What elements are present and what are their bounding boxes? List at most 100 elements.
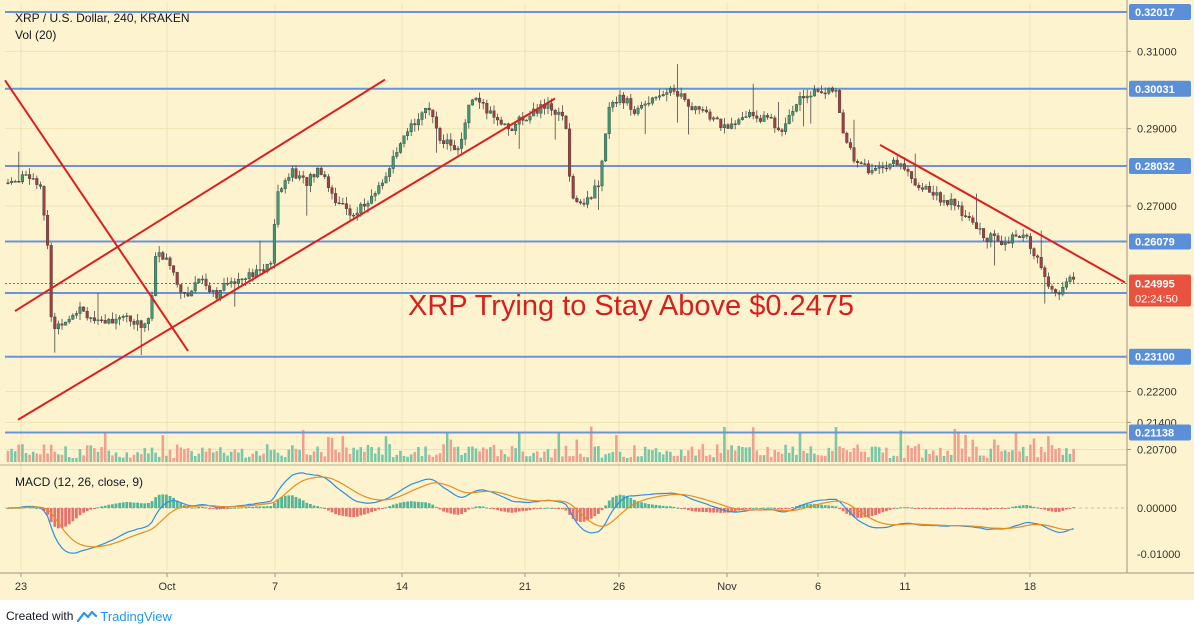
candle-body [197,278,201,283]
volume-bar [1029,444,1032,462]
macd-histogram-bar [85,508,89,512]
candle-body [344,203,348,209]
macd-histogram-bar [528,508,532,511]
candle-body [172,265,176,273]
time-tick-label: 26 [613,581,625,593]
candle-body [971,217,975,223]
volume-bar [345,447,348,462]
macd-histogram-bar [607,500,611,509]
volume-bar [622,456,625,462]
volume-bar [456,446,460,462]
macd-histogram-bar [600,508,604,511]
macd-histogram-bar [93,508,96,510]
macd-histogram-bar [305,502,309,509]
chart-area[interactable]: 0.31000 0.29000 0.27000 0.22200 0.21400 0.207… [0,0,1194,600]
candle-body [780,129,784,132]
candle-body [679,93,683,97]
candle-body [676,91,680,97]
candle-body [755,115,759,119]
macd-histogram-bar [463,508,467,513]
candle-body [636,107,640,114]
volume-bar [330,437,334,462]
macd-histogram-bar [57,508,60,529]
candle-body [575,197,579,202]
volume-bar [143,448,147,462]
candle-body [582,202,586,205]
volume-bar [449,439,453,462]
macd-histogram-bar [316,506,319,509]
candle-body [46,214,50,246]
macd-histogram-bar [413,501,417,509]
volume-bar [809,446,813,462]
volume-bar [521,451,525,462]
candle-body [604,133,608,162]
macd-histogram-bar [489,508,492,510]
signal-line [7,476,1074,548]
volume-bar [114,452,118,462]
candle-body [762,115,766,122]
tradingview-logo[interactable]: TradingView [77,609,172,624]
candle-body [1064,281,1068,288]
macd-histogram-bar [730,508,733,513]
volume-bar [453,447,456,462]
candle-body [874,168,878,171]
candle-body [838,90,842,113]
volume-bar [690,446,694,462]
macd-histogram-bar [168,495,172,509]
macd-histogram-bar [150,501,154,509]
candle-body [985,237,989,242]
volume-bar [262,453,265,462]
candle-body [118,317,122,320]
volume-bar [355,450,359,462]
price-tick-label: 0.29000 [1137,124,1177,136]
candle-body [982,228,986,239]
candle-body [1072,276,1076,280]
volume-bar [996,445,1000,462]
volume-bar [240,448,244,462]
candle-body [121,315,125,318]
macd-histogram-bar [456,508,460,515]
candle-body [1003,241,1007,245]
candle-body [848,142,852,148]
candle-body [798,96,802,105]
macd-histogram-bar [100,506,103,509]
macd-histogram-bar [928,508,931,510]
macd-histogram-bar [881,508,885,513]
macd-label: MACD (12, 26, close, 9) [15,475,143,489]
candle-body [776,127,780,131]
volume-bar [161,435,165,462]
volume-bar [759,455,762,462]
macd-histogram-bar [787,508,791,510]
macd-histogram-bar [229,507,233,509]
candle-body [946,200,950,205]
volume-bar [463,452,467,462]
macd-histogram-bar [917,508,921,510]
volume-bar [233,449,237,462]
macd-histogram-bar [31,507,35,509]
macd-histogram-bar [399,502,402,509]
volume-bar [53,451,57,462]
macd-histogram-bar [557,508,561,510]
candle-body [53,316,57,330]
candle-body [13,181,17,183]
macd-histogram-bar [265,506,269,509]
macd-histogram-bar [978,508,982,510]
volume-bar [136,452,139,462]
candle-body [845,132,849,143]
macd-tick-label: -0.01000 [1137,549,1180,561]
candle-body [28,174,32,179]
level-price-badge [1129,424,1191,441]
candle-body [791,110,795,116]
volume-bar [67,457,71,462]
candle-body [175,272,179,285]
volume-bar [967,456,971,462]
volume-bar [1068,453,1072,462]
macd-histogram-bar [262,506,265,509]
candle-body [287,177,291,181]
volume-bar [575,439,579,462]
candle-body [193,282,197,292]
candle-body [168,257,172,266]
candle-body [607,106,611,134]
volume-bar [309,455,312,462]
candle-body [578,201,582,204]
